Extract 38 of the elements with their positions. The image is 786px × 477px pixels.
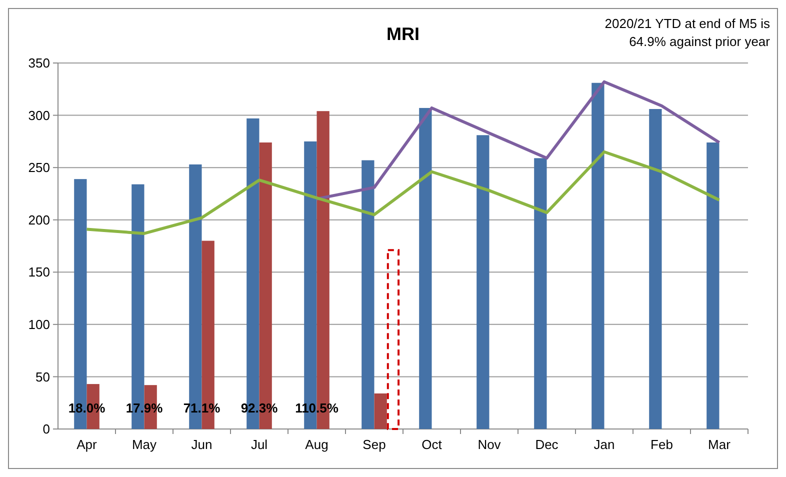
y-tick-label: 50: [36, 369, 50, 384]
annotation: 18.0%: [68, 400, 106, 416]
y-tick-label: 300: [28, 108, 50, 123]
y-tick-label: 250: [28, 160, 50, 176]
bar: [419, 108, 432, 429]
x-tick-label: Feb: [650, 437, 673, 452]
line-series: [315, 80, 721, 200]
x-tick-label: May: [132, 437, 158, 452]
x-tick-label: Apr: [76, 437, 98, 452]
y-tick-label: 150: [28, 264, 50, 280]
annotation: 17.9%: [126, 400, 164, 416]
y-tick-label: 0: [42, 422, 50, 437]
bar: [476, 135, 490, 429]
bar: [649, 109, 662, 429]
bar: [534, 158, 547, 429]
annotation: 92.3%: [240, 400, 278, 416]
bar: [706, 142, 720, 429]
x-tick-label: Jul: [250, 437, 268, 452]
x-tick-label: Sep: [362, 437, 386, 452]
y-tick-label: 200: [28, 212, 50, 228]
bar: [592, 82, 604, 429]
chart-title: MRI: [386, 24, 420, 44]
x-tick-label: Jun: [191, 437, 212, 452]
text: 2020/21 YTD at end of M5 is 64.9% against prior year: [604, 16, 771, 49]
bar: [386, 249, 400, 430]
x-tick-label: Nov: [478, 437, 502, 452]
x-tick-label: Mar: [708, 437, 732, 452]
annotation: 110.5%: [295, 400, 339, 416]
x-tick-label: Jan: [594, 437, 615, 452]
bar: [374, 393, 387, 429]
y-tick-label: 350: [28, 56, 50, 71]
x-tick-label: Dec: [535, 437, 559, 452]
annotation: 71.1%: [183, 400, 221, 416]
bar: [362, 160, 374, 429]
y-tick-label: 100: [28, 316, 50, 332]
x-tick-label: Oct: [422, 437, 442, 452]
x-tick-label: Aug: [305, 437, 328, 452]
line-series: [85, 150, 721, 235]
